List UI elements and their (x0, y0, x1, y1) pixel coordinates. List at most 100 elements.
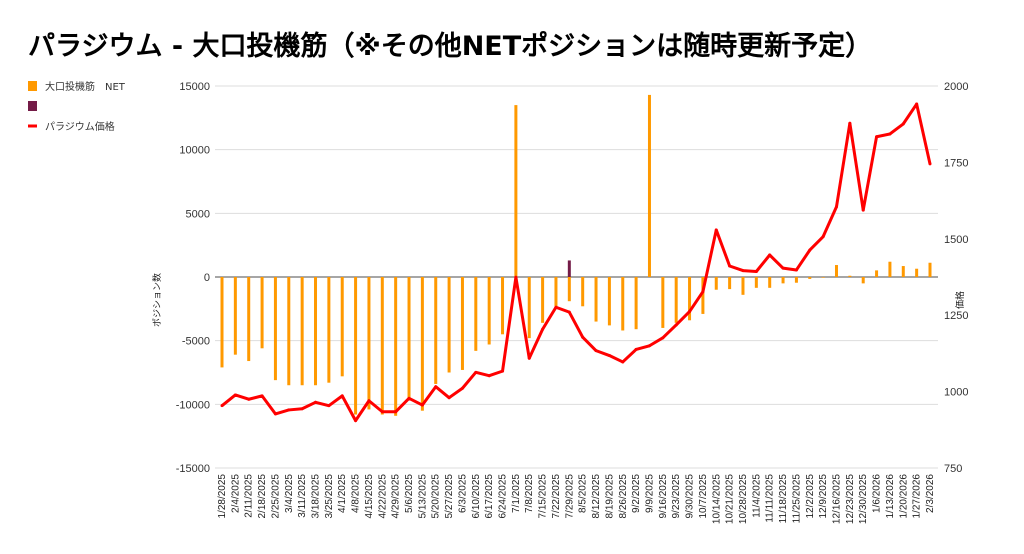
bar (794, 277, 798, 283)
bar (394, 277, 398, 416)
bar (501, 277, 505, 335)
bar (420, 277, 424, 411)
bar (915, 268, 919, 277)
x-tick: 2/25/2025 (270, 474, 281, 519)
price-point (781, 266, 785, 270)
price-point (621, 360, 625, 364)
x-tick: 2/3/2026 (925, 474, 936, 513)
y-tick-right: 750 (944, 463, 962, 475)
bar (861, 277, 865, 284)
y-tick-right: 1000 (944, 387, 968, 399)
y-tick-left: -10000 (176, 399, 210, 411)
bar (647, 94, 651, 277)
price-line-layer (220, 102, 932, 423)
bar (714, 277, 718, 290)
bar (487, 277, 491, 345)
x-tick: 1/27/2026 (912, 474, 923, 519)
x-tick: 8/12/2025 (591, 474, 602, 519)
y-tick-right: 2000 (944, 81, 968, 93)
x-tick: 7/15/2025 (538, 474, 549, 519)
x-tick: 3/18/2025 (311, 474, 322, 519)
bar (460, 277, 464, 370)
bar (474, 277, 478, 351)
price-point (741, 269, 745, 273)
bar (848, 275, 852, 277)
x-tick: 12/2/2025 (805, 474, 816, 519)
y-axis-right-label: 価格 (954, 291, 966, 309)
bar (607, 277, 611, 326)
legend-swatch (28, 124, 37, 128)
x-tick: 5/6/2025 (404, 474, 415, 513)
x-tick: 9/2/2025 (631, 474, 642, 513)
x-tick: 1/6/2026 (872, 474, 883, 513)
price-point (260, 394, 264, 398)
x-tick: 12/9/2025 (818, 474, 829, 519)
bar (754, 277, 758, 288)
bar (594, 277, 598, 322)
price-point (447, 396, 451, 400)
bars (220, 94, 932, 416)
price-point (487, 374, 491, 378)
x-tick: 11/18/2025 (778, 474, 789, 524)
price-point (674, 323, 678, 327)
x-tick: 8/26/2025 (618, 474, 629, 519)
price-point (474, 370, 478, 374)
x-tick: 9/16/2025 (658, 474, 669, 519)
y-axis-left-label: ポジション数 (151, 273, 163, 327)
x-tick: 2/4/2025 (230, 474, 241, 513)
bar (327, 277, 331, 383)
x-tick: 10/28/2025 (738, 474, 749, 524)
price-point (420, 403, 424, 407)
bar (380, 277, 384, 415)
legend-swatch (28, 101, 37, 111)
price-point (233, 393, 237, 397)
bar (287, 277, 291, 386)
price-point (794, 268, 798, 272)
x-tick: 7/1/2025 (511, 474, 522, 513)
x-tick: 3/11/2025 (297, 474, 308, 518)
price-point (460, 386, 464, 390)
price-point (928, 162, 932, 166)
legend-swatch (28, 81, 37, 91)
price-point (300, 407, 304, 411)
bar (581, 277, 585, 307)
price-point (821, 235, 825, 239)
gridlines (215, 85, 938, 469)
x-tick: 4/22/2025 (377, 474, 388, 519)
price-point (434, 385, 438, 389)
price-point (688, 310, 692, 314)
x-tick: 6/17/2025 (484, 474, 495, 519)
bar (781, 277, 785, 284)
bar (514, 105, 518, 277)
bar (741, 277, 745, 295)
x-tick: 5/20/2025 (431, 474, 442, 519)
bar (407, 277, 411, 401)
y-tick-left: -5000 (182, 336, 210, 348)
x-tick: 10/7/2025 (698, 474, 709, 519)
legend: 大口投機筋 NET パラジウム価格 (28, 80, 126, 133)
chart-title: パラジウム - 大口投機筋（※その他NETポジションは随時更新予定） (28, 30, 872, 62)
bar (834, 265, 838, 277)
y-tick-right: 1500 (944, 234, 968, 246)
price-point (861, 208, 865, 212)
x-tick: 9/23/2025 (671, 474, 682, 519)
axis-ticks: 15000 10000 5000 0 -5000 -10000 -15000 2000 1750… (176, 81, 969, 524)
x-tick: 3/25/2025 (324, 474, 335, 519)
x-tick: 9/9/2025 (644, 474, 655, 513)
y-tick-right: 1750 (944, 157, 968, 169)
x-tick: 12/16/2025 (831, 474, 842, 524)
x-tick: 8/5/2025 (578, 474, 589, 513)
price-point (581, 335, 585, 339)
bar (661, 277, 665, 328)
x-tick: 9/30/2025 (685, 474, 696, 519)
bar (567, 260, 571, 277)
x-tick: 7/8/2025 (524, 474, 535, 513)
price-point (327, 404, 331, 408)
bar (273, 277, 277, 381)
price-point (380, 410, 384, 414)
bar (447, 277, 451, 373)
x-tick: 6/24/2025 (498, 474, 509, 519)
y-tick-left: -15000 (176, 463, 210, 475)
price-point (661, 336, 665, 340)
